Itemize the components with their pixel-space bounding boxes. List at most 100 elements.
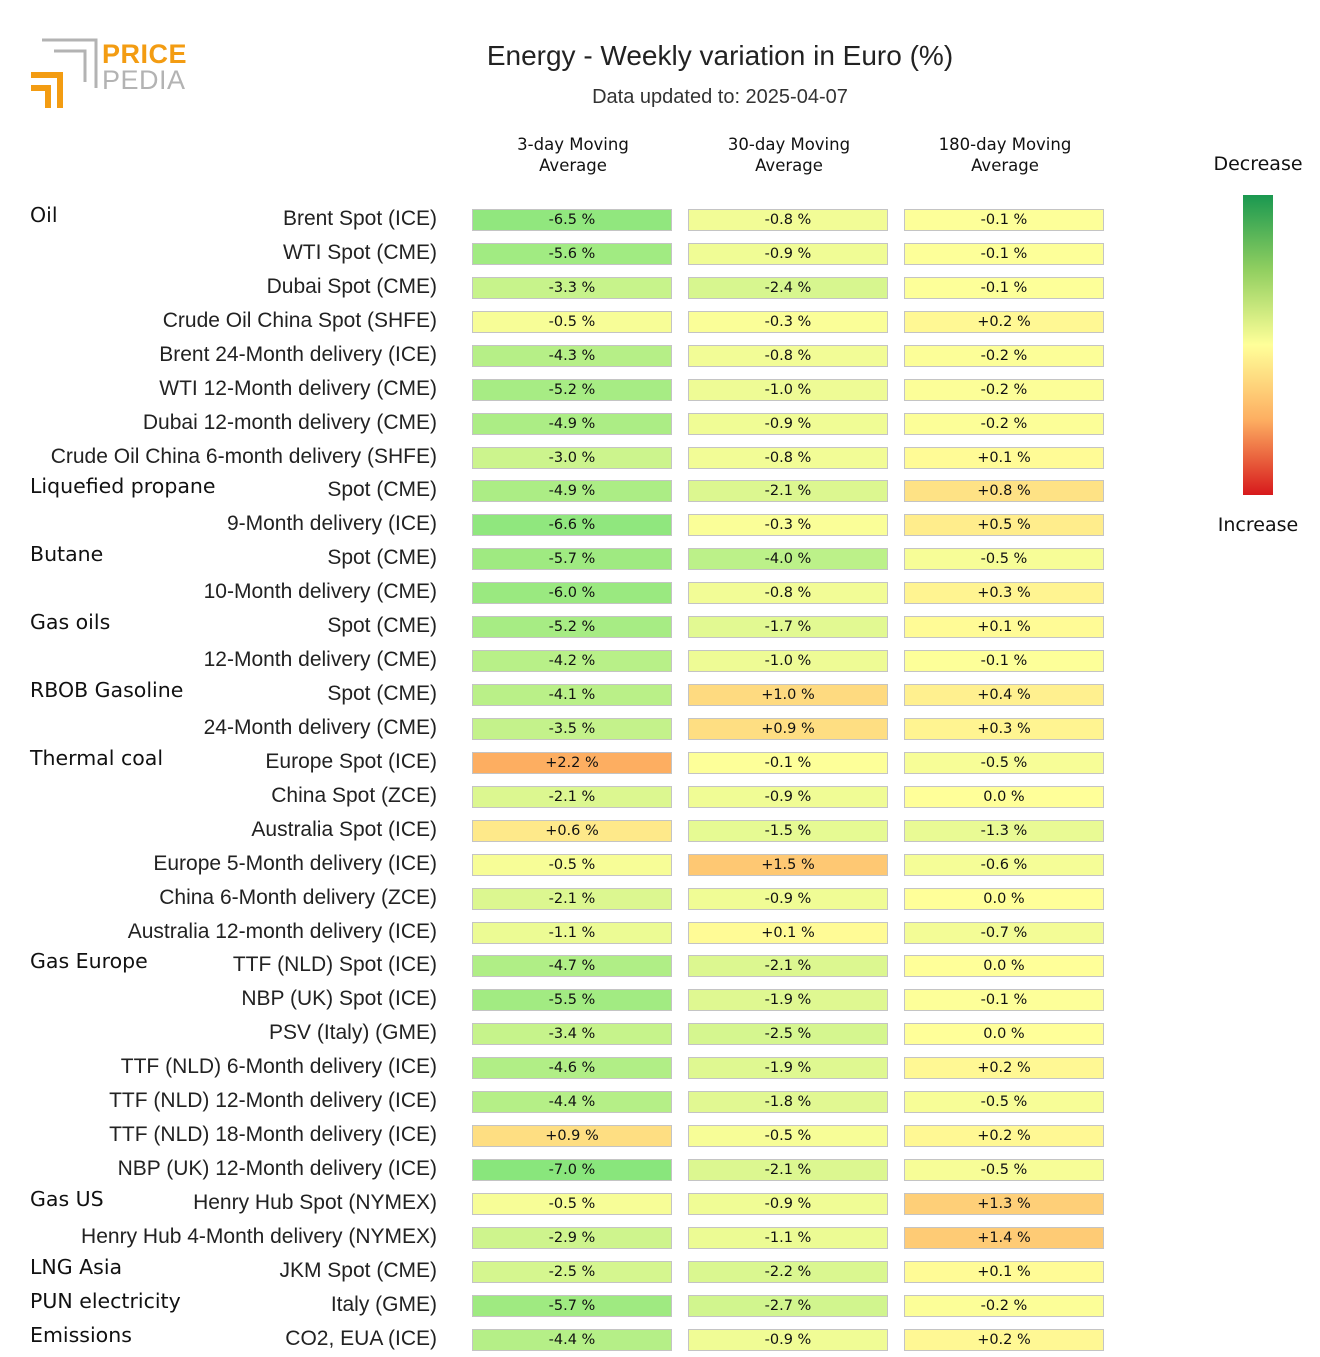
row-label: Brent Spot (ICE) — [282, 207, 437, 230]
row-label: JKM Spot (CME) — [279, 1258, 437, 1282]
pricepedia-logo: PRICE PEDIA — [28, 36, 188, 112]
legend-color-scale — [1243, 195, 1273, 495]
chart-subtitle: Data updated to: 2025-04-07 — [592, 86, 848, 108]
heatmap-cell: +0.2 % — [904, 1328, 1104, 1351]
row-label: Crude Oil China 6-month delivery (SHFE) — [50, 444, 437, 468]
heatmap-cell: -2.1 % — [688, 955, 888, 978]
heatmap-cell: -0.9 % — [688, 1192, 888, 1215]
heatmap-cell: -2.9 % — [472, 1226, 672, 1249]
heatmap-cell: -0.2 % — [904, 412, 1104, 435]
heatmap-cell: -0.2 % — [904, 1294, 1104, 1317]
heatmap-cell: -3.4 % — [472, 1023, 672, 1046]
heatmap-cell: -4.4 % — [472, 1328, 672, 1351]
row-label: 24-Month delivery (CME) — [203, 715, 437, 739]
heatmap-cell: +0.5 % — [904, 514, 1104, 537]
heatmap-cell: +0.9 % — [472, 1125, 672, 1148]
row-label: NBP (UK) Spot (ICE) — [241, 987, 437, 1011]
row-label: Henry Hub 4-Month delivery (NYMEX) — [81, 1224, 437, 1248]
heatmap-cell: -5.7 % — [472, 548, 672, 571]
row-label: TTF (NLD) 12-Month delivery (ICE) — [109, 1089, 437, 1113]
heatmap-cell: +2.2 % — [472, 751, 672, 774]
group-label: Liquefied propane — [30, 474, 216, 499]
heatmap-cell: -5.7 % — [472, 1294, 672, 1317]
heatmap-cell: -0.5 % — [904, 751, 1104, 774]
heatmap-cell: -0.1 % — [904, 242, 1104, 265]
heatmap-cell: -1.7 % — [688, 616, 888, 639]
heatmap-cell: -0.9 % — [688, 412, 888, 435]
row-label: China Spot (ZCE) — [271, 783, 437, 807]
heatmap-cell: -1.8 % — [688, 1091, 888, 1114]
row-label: Henry Hub Spot (NYMEX) — [193, 1190, 437, 1214]
heatmap-cell: -2.2 % — [688, 1260, 888, 1283]
heatmap-cell: -0.7 % — [904, 921, 1104, 944]
heatmap-cell: -4.9 % — [472, 480, 672, 503]
heatmap-cell: -4.2 % — [472, 650, 672, 673]
heatmap-cell: +1.4 % — [904, 1226, 1104, 1249]
heatmap-cell: +0.2 % — [904, 1057, 1104, 1080]
heatmap-cell: -3.3 % — [472, 276, 672, 299]
heatmap-cell: -2.5 % — [688, 1023, 888, 1046]
heatmap-cell: -5.2 % — [472, 378, 672, 401]
heatmap-cell: 0.0 % — [904, 887, 1104, 910]
heatmap-cell: +0.3 % — [904, 582, 1104, 605]
heatmap-cell: -4.9 % — [472, 412, 672, 435]
heatmap-cell: -0.5 % — [688, 1125, 888, 1148]
legend-label-increase: Increase — [1217, 514, 1299, 536]
heatmap-cell: -1.9 % — [688, 989, 888, 1012]
heatmap-cell: +0.2 % — [904, 1125, 1104, 1148]
group-label: Butane — [30, 542, 104, 567]
column-header-180day: 180-day Moving Average — [938, 135, 1072, 175]
logo-text-pedia: PEDIA — [102, 65, 186, 95]
heatmap-cell: +0.8 % — [904, 480, 1104, 503]
heatmap-cell: -1.9 % — [688, 1057, 888, 1080]
heatmap-cell: -2.1 % — [472, 785, 672, 808]
pricepedia-logo-mark — [31, 38, 98, 108]
heatmap-cell: -0.9 % — [688, 785, 888, 808]
heatmap-cell: -0.9 % — [688, 887, 888, 910]
heatmap-cell: -0.9 % — [688, 242, 888, 265]
heatmap-cell: -5.6 % — [472, 242, 672, 265]
heatmap-cell: -4.1 % — [472, 684, 672, 707]
heatmap-cell: +0.1 % — [904, 616, 1104, 639]
heatmap-cell: -0.6 % — [904, 853, 1104, 876]
heatmap-cell: -4.0 % — [688, 548, 888, 571]
column-header-3day: 3-day Moving Average — [517, 135, 629, 175]
heatmap-cell: -0.1 % — [904, 650, 1104, 673]
heatmap-cell: -4.6 % — [472, 1057, 672, 1080]
heatmap-cell: -1.5 % — [688, 819, 888, 842]
heatmap-cell: -2.1 % — [472, 887, 672, 910]
heatmap-cell: +0.2 % — [904, 310, 1104, 333]
heatmap-cell: +0.3 % — [904, 717, 1104, 740]
heatmap-cell: -0.2 % — [904, 378, 1104, 401]
heatmap-cell: -6.0 % — [472, 582, 672, 605]
heatmap-cell: -3.5 % — [472, 717, 672, 740]
heatmap-cell: -1.0 % — [688, 650, 888, 673]
heatmap-cell: +0.9 % — [688, 717, 888, 740]
row-label: Italy (GME) — [330, 1292, 437, 1316]
row-label: WTI 12-Month delivery (CME) — [159, 376, 437, 400]
row-label: TTF (NLD) Spot (ICE) — [232, 953, 437, 977]
row-label: Brent 24-Month delivery (ICE) — [159, 342, 437, 366]
row-label: Dubai Spot (CME) — [266, 274, 437, 298]
heatmap-cell: -0.5 % — [904, 548, 1104, 571]
group-label: RBOB Gasoline — [30, 678, 184, 703]
heatmap-cell: -0.1 % — [688, 751, 888, 774]
heatmap-cell: -5.2 % — [472, 616, 672, 639]
heatmap-cell: -0.2 % — [904, 344, 1104, 367]
heatmap-cell: -4.7 % — [472, 955, 672, 978]
group-label: Emissions — [30, 1322, 132, 1347]
row-label: Spot (CME) — [327, 614, 437, 638]
heatmap-cell: -0.1 % — [904, 209, 1104, 231]
heatmap-cell: +0.1 % — [904, 1260, 1104, 1283]
heatmap-cell: -1.1 % — [688, 1226, 888, 1249]
heatmap-cell: -0.9 % — [688, 1328, 888, 1351]
heatmap-cell: -0.5 % — [472, 310, 672, 333]
heatmap-cell: -0.5 % — [904, 1159, 1104, 1182]
group-label: PUN electricity — [30, 1288, 181, 1313]
heatmap-cell: -5.5 % — [472, 989, 672, 1012]
row-label: Europe 5-Month delivery (ICE) — [153, 851, 437, 875]
row-label: Dubai 12-month delivery (CME) — [142, 410, 437, 434]
group-label: Oil — [30, 203, 58, 227]
heatmap-cell: +0.6 % — [472, 819, 672, 842]
heatmap-cell: +1.5 % — [688, 853, 888, 876]
